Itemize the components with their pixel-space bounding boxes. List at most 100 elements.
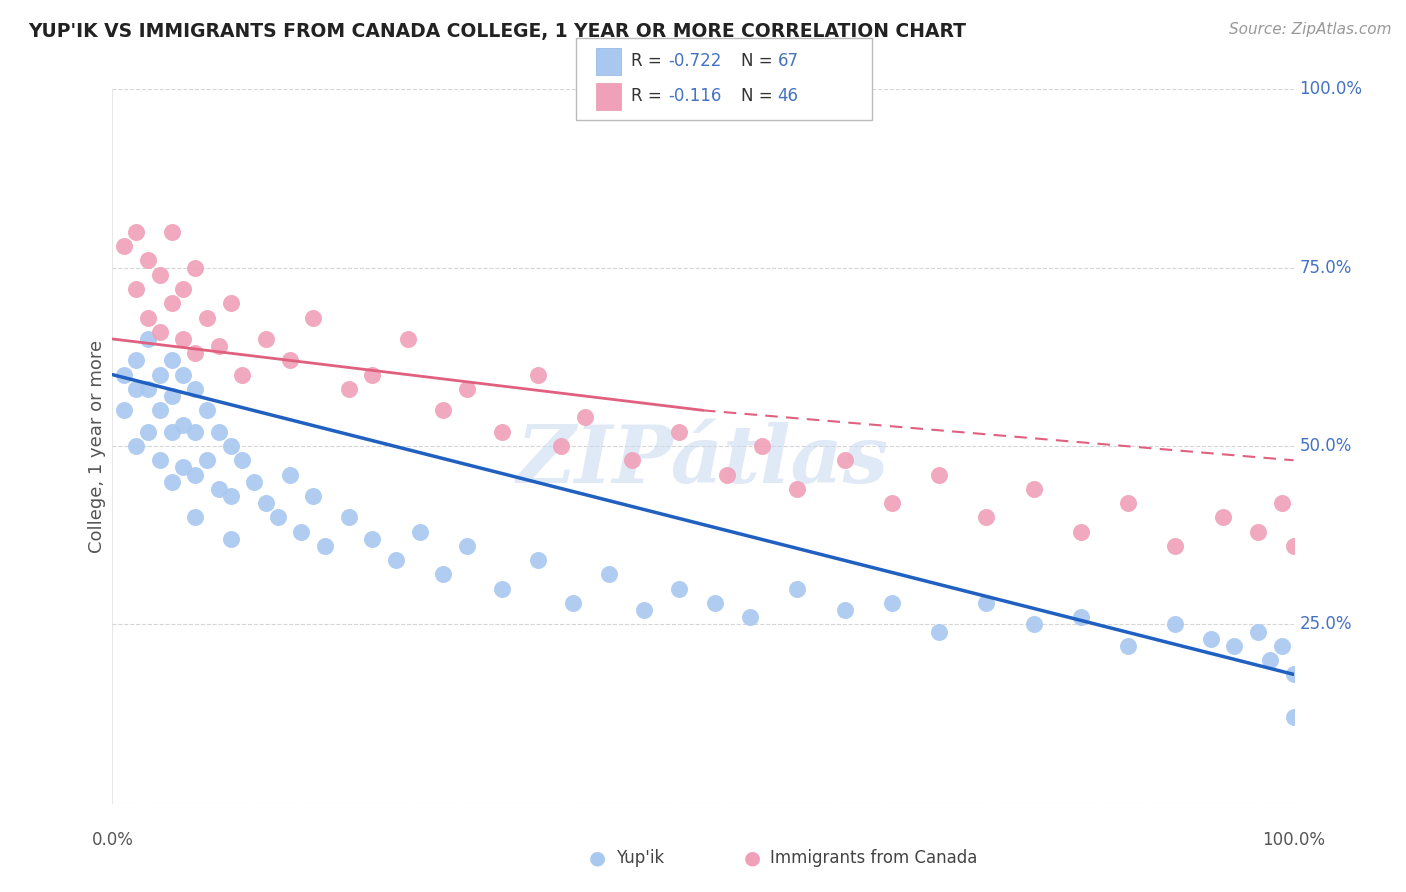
Point — [598, 567, 620, 582]
Text: Source: ZipAtlas.com: Source: ZipAtlas.com — [1229, 22, 1392, 37]
Point — [1271, 496, 1294, 510]
Point — [125, 353, 148, 368]
Point — [385, 553, 408, 567]
Point — [160, 475, 183, 489]
Point — [621, 453, 644, 467]
Point — [834, 603, 856, 617]
Point — [976, 510, 998, 524]
Text: Yup'ik: Yup'ik — [616, 849, 664, 867]
Text: N =: N = — [741, 87, 778, 105]
Text: 0.0%: 0.0% — [91, 831, 134, 849]
Point — [456, 539, 478, 553]
Point — [633, 603, 655, 617]
Text: N =: N = — [741, 53, 778, 70]
Point — [184, 510, 207, 524]
Point — [1022, 482, 1045, 496]
Point — [1116, 496, 1139, 510]
Point — [1271, 639, 1294, 653]
Text: R =: R = — [631, 87, 668, 105]
Point — [219, 489, 242, 503]
Point — [491, 425, 513, 439]
Point — [219, 532, 242, 546]
Point — [668, 582, 690, 596]
Point — [195, 403, 218, 417]
Point — [278, 467, 301, 482]
Point — [184, 346, 207, 360]
Text: 25.0%: 25.0% — [1299, 615, 1353, 633]
Point — [668, 425, 690, 439]
Point — [184, 467, 207, 482]
Point — [1258, 653, 1281, 667]
Point — [834, 453, 856, 467]
Point — [1199, 632, 1222, 646]
Point — [928, 624, 950, 639]
Point — [550, 439, 572, 453]
Point — [136, 310, 159, 325]
Point — [1164, 539, 1187, 553]
Point — [491, 582, 513, 596]
Point — [740, 610, 762, 624]
Y-axis label: College, 1 year or more: College, 1 year or more — [87, 340, 105, 552]
Point — [1116, 639, 1139, 653]
Point — [786, 482, 808, 496]
Point — [231, 368, 253, 382]
Point — [160, 296, 183, 310]
Point — [574, 410, 596, 425]
Point — [267, 510, 290, 524]
Point — [361, 532, 384, 546]
Text: ●: ● — [744, 848, 761, 868]
Text: -0.722: -0.722 — [668, 53, 721, 70]
Point — [254, 332, 277, 346]
Point — [219, 296, 242, 310]
Text: -0.116: -0.116 — [668, 87, 721, 105]
Point — [149, 403, 172, 417]
Point — [526, 368, 548, 382]
Text: 75.0%: 75.0% — [1299, 259, 1351, 277]
Point — [751, 439, 773, 453]
Text: R =: R = — [631, 53, 668, 70]
Point — [160, 389, 183, 403]
Point — [1070, 610, 1092, 624]
Point — [136, 425, 159, 439]
Point — [1070, 524, 1092, 539]
Point — [112, 368, 135, 382]
Point — [195, 310, 218, 325]
Point — [408, 524, 430, 539]
Point — [976, 596, 998, 610]
Point — [208, 339, 231, 353]
Point — [160, 225, 183, 239]
Point — [195, 453, 218, 467]
Point — [231, 453, 253, 467]
Point — [136, 253, 159, 268]
Point — [1247, 524, 1270, 539]
Point — [302, 310, 325, 325]
Point — [125, 439, 148, 453]
Point — [1247, 624, 1270, 639]
Point — [184, 382, 207, 396]
Point — [1022, 617, 1045, 632]
Point — [337, 382, 360, 396]
Text: ●: ● — [589, 848, 606, 868]
Point — [219, 439, 242, 453]
Point — [112, 403, 135, 417]
Point — [172, 368, 194, 382]
Point — [456, 382, 478, 396]
Point — [149, 325, 172, 339]
Point — [1212, 510, 1234, 524]
Point — [243, 475, 266, 489]
Point — [928, 467, 950, 482]
Point — [314, 539, 336, 553]
Point — [1282, 710, 1305, 724]
Point — [172, 332, 194, 346]
Point — [302, 489, 325, 503]
Point — [716, 467, 738, 482]
Point — [172, 282, 194, 296]
Point — [526, 553, 548, 567]
Point — [1282, 539, 1305, 553]
Point — [562, 596, 585, 610]
Point — [136, 382, 159, 396]
Point — [208, 482, 231, 496]
Point — [136, 332, 159, 346]
Text: 46: 46 — [778, 87, 799, 105]
Point — [786, 582, 808, 596]
